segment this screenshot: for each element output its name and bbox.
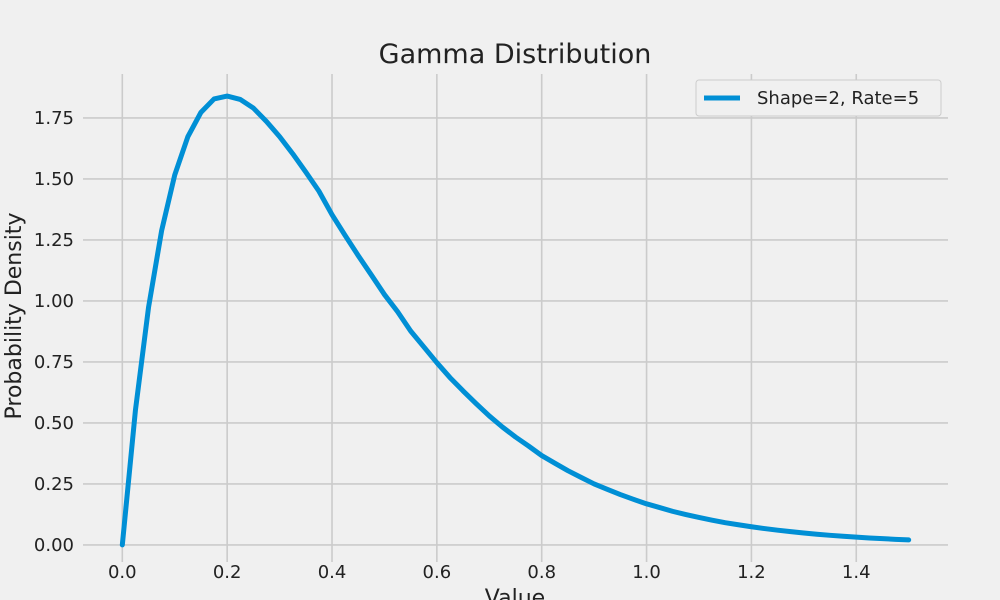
x-tick-label: 1.0 [632,562,661,583]
y-tick-label: 0.25 [34,474,74,495]
tick-labels: 0.0 0.2 0.4 0.6 0.8 1.0 1.2 1.4 0.00 0.25 0.50 0.75… [34,108,871,583]
x-tick-label: 1.2 [737,562,766,583]
chart-title: Gamma Distribution [379,39,652,70]
legend: Shape=2, Rate=5 [695,79,942,117]
grid [83,74,948,562]
x-tick-label: 0.4 [318,562,347,583]
legend-box [695,79,942,117]
y-tick-label: 0.00 [34,535,74,556]
x-tick-label: 0.6 [423,562,452,583]
x-tick-label: 0.0 [108,562,137,583]
legend-label-shape2-rate5: Shape=2, Rate=5 [757,88,919,109]
y-tick-label: 0.75 [34,352,74,373]
y-axis-label: Probability Density [2,213,27,420]
y-tick-label: 1.00 [34,291,74,312]
x-axis-label: Value [485,586,545,600]
x-tick-label: 0.2 [213,562,242,583]
series-line-0 [119,93,912,548]
x-tick-label: 0.8 [527,562,556,583]
y-tick-label: 1.50 [34,169,74,190]
y-tick-label: 1.75 [34,108,74,129]
x-tick-label: 1.4 [842,562,871,583]
series-layer [119,93,912,548]
y-tick-label: 1.25 [34,230,74,251]
y-tick-label: 0.50 [34,413,74,434]
